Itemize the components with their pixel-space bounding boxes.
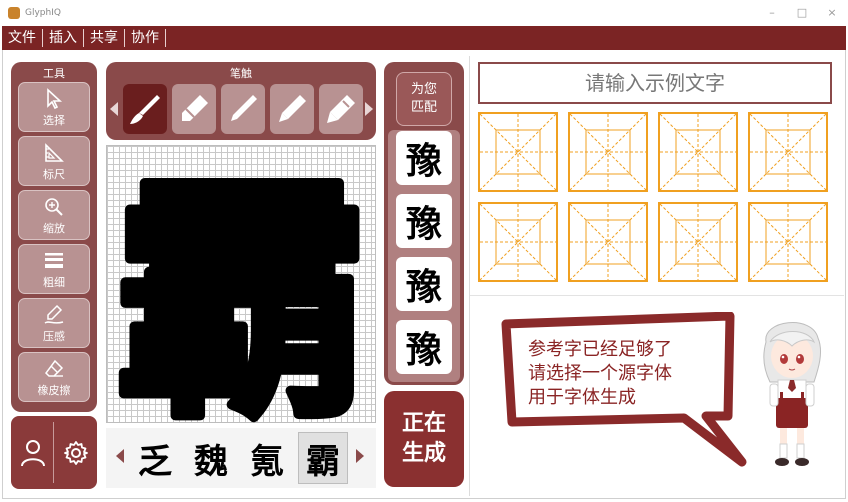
ruler-icon [41, 141, 67, 165]
mizi-guide-lines [660, 204, 736, 280]
mizi-cell[interactable] [748, 112, 828, 192]
close-icon[interactable]: × [827, 6, 837, 19]
tool-zoom-button[interactable]: 缩放 [18, 190, 90, 240]
menu-file[interactable]: 文件 [2, 29, 43, 47]
menu-insert[interactable]: 插入 [43, 29, 84, 47]
brush-prev-arrow-icon[interactable] [110, 102, 118, 116]
speech-bubble [501, 312, 747, 467]
brush-option-1[interactable] [123, 84, 167, 134]
mizi-guide-lines [750, 114, 826, 190]
fountain-pen-icon [279, 95, 306, 122]
candidate-strip: 乏 魏 氪 霸 [106, 428, 376, 488]
candidate-glyph-selected[interactable]: 霸 [298, 432, 348, 484]
candidate-glyph[interactable]: 乏 [138, 441, 172, 482]
user-settings-panel [11, 416, 97, 489]
drawing-canvas[interactable]: 霸 [106, 145, 376, 424]
mizi-cell[interactable] [568, 202, 648, 282]
match-glyph-1[interactable]: 豫 [396, 131, 452, 185]
match-button-label: 为您匹配 [410, 82, 437, 115]
hint-line: 请选择一个源字体 [528, 363, 672, 384]
pencil-icon [231, 95, 257, 121]
brush-panel-title: 笔触 [230, 67, 252, 80]
brush-panel: 笔触 [106, 62, 376, 140]
brush-option-4[interactable] [270, 84, 314, 134]
hint-text: 参考字已经足够了 请选择一个源字体 用于字体生成 [528, 338, 728, 410]
match-glyph-3[interactable]: 豫 [396, 257, 452, 311]
gear-icon [63, 440, 88, 465]
mizi-cell[interactable] [478, 112, 558, 192]
match-button[interactable]: 为您匹配 [396, 72, 452, 126]
marker-icon [182, 95, 208, 121]
menu-bar: 文件 插入 共享 协作 [2, 26, 846, 50]
tool-panel-title: 工具 [43, 67, 65, 80]
candidate-prev-arrow-icon[interactable] [116, 449, 124, 463]
preview-divider [470, 295, 844, 296]
brush-next-arrow-icon[interactable] [365, 102, 373, 116]
user-panel-divider [53, 422, 54, 483]
mizi-cell[interactable] [748, 202, 828, 282]
candidate-glyph[interactable]: 氪 [250, 441, 284, 482]
brush-option-2[interactable] [172, 84, 216, 134]
maximize-icon[interactable]: □ [796, 6, 808, 19]
brush-option-5[interactable] [319, 84, 363, 134]
zoom-icon [41, 195, 67, 219]
tool-eraser-label: 橡皮擦 [37, 383, 71, 397]
candidate-next-arrow-icon[interactable] [356, 449, 364, 463]
app-logo-icon [8, 7, 20, 19]
cursor-icon [41, 87, 67, 111]
menu-collaborate[interactable]: 协作 [125, 29, 166, 47]
candidate-glyph[interactable]: 魏 [194, 441, 228, 482]
canvas-glyph-text: 霸 [114, 153, 369, 424]
mizi-guide-lines [480, 204, 556, 280]
tool-thickness-label: 粗细 [43, 275, 65, 289]
pen-icon [327, 95, 355, 123]
mizi-cell[interactable] [658, 202, 738, 282]
mizi-guide-lines [750, 204, 826, 280]
hint-line: 参考字已经足够了 [528, 339, 672, 360]
app-frame [2, 50, 846, 499]
tool-ruler-label: 标尺 [43, 167, 65, 181]
mizi-guide-lines [570, 204, 646, 280]
hint-line: 用于字体生成 [528, 387, 636, 408]
minimize-icon[interactable]: – [769, 6, 775, 19]
mascot-character [763, 322, 821, 466]
calligraphy-brush-icon [130, 95, 160, 124]
menu-share[interactable]: 共享 [84, 29, 125, 47]
tool-select-label: 选择 [43, 113, 65, 127]
tool-pressure-label: 压感 [43, 329, 65, 343]
mizi-guide-lines [480, 114, 556, 190]
pressure-icon [41, 303, 67, 327]
tool-panel: 工具 选择 标尺 缩放 粗细 压感 橡皮擦 [11, 62, 97, 412]
eraser-icon [41, 357, 67, 381]
tool-thickness-button[interactable]: 粗细 [18, 244, 90, 294]
canvas-glyph: 霸 [109, 148, 374, 424]
match-glyph-4[interactable]: 豫 [396, 320, 452, 374]
mizi-cell[interactable] [478, 202, 558, 282]
tool-pressure-button[interactable]: 压感 [18, 298, 90, 348]
mizi-cell[interactable] [658, 112, 738, 192]
match-glyph-2[interactable]: 豫 [396, 194, 452, 248]
tool-eraser-button[interactable]: 橡皮擦 [18, 352, 90, 402]
window-title: GlyphIQ [25, 8, 61, 18]
user-icon [20, 439, 45, 466]
mizi-cell[interactable] [568, 112, 648, 192]
title-bar: GlyphIQ – □ × [0, 0, 848, 26]
tool-ruler-button[interactable]: 标尺 [18, 136, 90, 186]
thickness-icon [41, 249, 67, 273]
mizi-guide-lines [570, 114, 646, 190]
user-button[interactable] [11, 416, 54, 489]
tool-select-button[interactable]: 选择 [18, 82, 90, 132]
generate-button-label: 正在生成 [401, 411, 446, 466]
settings-button[interactable] [54, 416, 97, 489]
preview-area [469, 56, 844, 496]
example-text-input[interactable]: 请输入示例文字 [478, 62, 832, 104]
brush-option-3[interactable] [221, 84, 265, 134]
tool-zoom-label: 缩放 [43, 221, 65, 235]
mizi-guide-lines [660, 114, 736, 190]
generate-button[interactable]: 正在生成 [384, 391, 464, 487]
